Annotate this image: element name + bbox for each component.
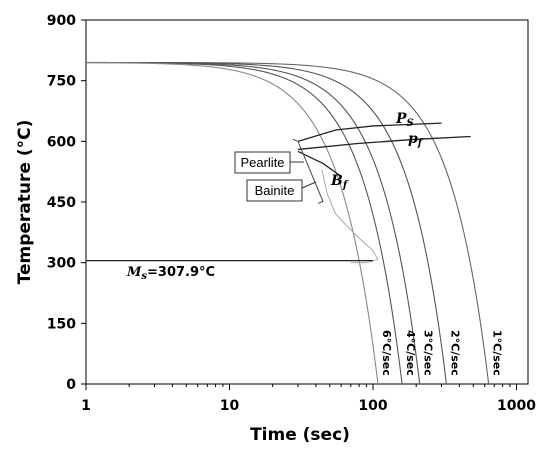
rate-labels: 1°C/sec 2°C/sec 3°C/sec 4°C/sec 6°C/sec — [380, 330, 504, 376]
pf-label: pf — [408, 131, 424, 149]
y-axis: 0 150 300 450 600 750 900 — [47, 13, 86, 393]
pearlite-label: Pearlite — [240, 155, 284, 170]
pf-line — [297, 135, 471, 151]
x-axis: 1 10 100 1000 — [81, 384, 536, 414]
cooling-rate-label: 2°C/sec — [448, 330, 461, 376]
y-tick-label: 150 — [47, 316, 76, 332]
cooling-rate-label: 6°C/sec — [380, 330, 393, 376]
bf-label: Bf — [330, 173, 349, 191]
cooling-rate-label: 3°C/sec — [422, 330, 435, 376]
x-tick-label: 100 — [358, 398, 387, 414]
y-tick-label: 750 — [47, 74, 76, 90]
cooling-curves — [86, 61, 490, 384]
cooling-curve — [86, 62, 403, 384]
transformation-bracket — [292, 138, 324, 204]
y-tick-label: 450 — [47, 195, 76, 211]
bainite-label: Bainite — [255, 183, 295, 198]
ps-label: PS — [395, 111, 414, 129]
x-tick-label: 1000 — [497, 398, 536, 414]
transformation-lines — [86, 122, 471, 262]
x-tick-label: 1 — [81, 398, 91, 414]
y-axis-title: Temperature (°C) — [15, 120, 35, 285]
ps-line — [297, 122, 442, 142]
y-tick-label: 300 — [47, 256, 76, 272]
bainite-leader — [301, 181, 317, 189]
y-tick-label: 0 — [66, 377, 76, 393]
pearlite-callout: Pearlite — [234, 151, 304, 174]
bf-line — [297, 150, 342, 178]
x-axis-title: Time (sec) — [250, 425, 350, 445]
cooling-curve — [86, 61, 421, 384]
bainite-callout: Bainite — [246, 179, 317, 202]
ghost-curve-group — [321, 169, 379, 264]
ms-label: Ms=307.9°C — [126, 265, 215, 282]
cooling-rate-label: 1°C/sec — [491, 330, 504, 376]
x-tick-label: 10 — [220, 398, 240, 414]
cooling-rate-label: 4°C/sec — [404, 330, 417, 376]
ghost-curve — [321, 169, 379, 264]
cooling-curve — [86, 62, 379, 384]
y-tick-label: 600 — [47, 134, 76, 150]
y-tick-label: 900 — [47, 13, 76, 29]
bainite-box — [246, 179, 303, 202]
